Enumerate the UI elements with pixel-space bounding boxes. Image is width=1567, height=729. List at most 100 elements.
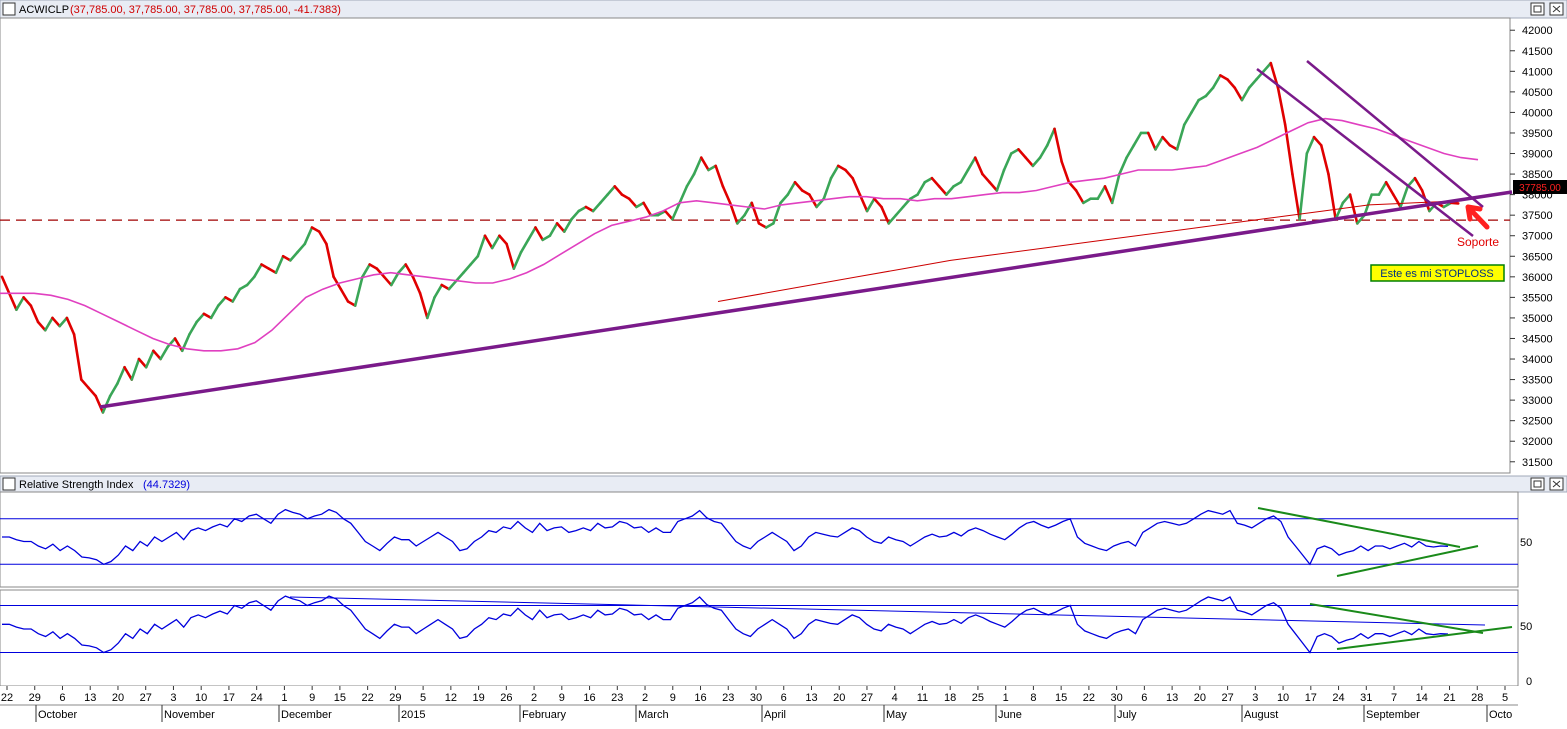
price-y-tick-label: 36500 xyxy=(1522,251,1553,263)
price-segment xyxy=(476,234,487,258)
month-label: December xyxy=(281,709,332,721)
month-label: February xyxy=(522,709,567,721)
month-label: June xyxy=(998,709,1022,721)
rsi2-line xyxy=(2,595,1449,654)
price-segment xyxy=(7,291,18,312)
price-segment xyxy=(1168,144,1179,151)
rsi-plot-area xyxy=(0,491,1519,588)
price-segment xyxy=(829,164,840,180)
price-y-tick-label: 34000 xyxy=(1522,354,1553,366)
date-tick-label: 20 xyxy=(1194,692,1206,704)
price-segment xyxy=(952,180,963,188)
price-segment xyxy=(635,201,645,209)
rsi-maximize-icon[interactable] xyxy=(1530,477,1545,491)
price-segment xyxy=(29,304,40,324)
price-segment xyxy=(418,291,429,320)
date-tick-label: 12 xyxy=(445,692,457,704)
price-segment xyxy=(209,304,220,320)
panel-menu-icon[interactable] xyxy=(2,2,16,16)
price-segment xyxy=(87,386,98,398)
maximize-icon[interactable] xyxy=(1530,2,1545,16)
price-segment xyxy=(1247,78,1258,90)
price-segment xyxy=(555,222,566,233)
month-label: Octo xyxy=(1489,709,1512,721)
price-segment xyxy=(498,234,508,246)
price-segment xyxy=(375,267,386,279)
price-segment xyxy=(865,197,876,213)
price-segment xyxy=(1024,156,1035,168)
price-segment xyxy=(1053,127,1064,164)
date-tick-label: 23 xyxy=(611,692,623,704)
price-y-axis: 31500 32000 32500 33000 33500 34000 34500 35000… xyxy=(1510,25,1553,469)
price-segment xyxy=(1355,213,1366,225)
price-segment xyxy=(627,197,638,209)
price-segment xyxy=(844,168,854,180)
price-segment xyxy=(274,254,285,275)
price-segment xyxy=(1017,148,1027,159)
price-segment xyxy=(1161,135,1172,147)
price-segment xyxy=(1219,74,1229,81)
price-segment xyxy=(699,156,710,172)
price-y-tick-label: 39000 xyxy=(1522,149,1553,161)
price-segment xyxy=(707,164,717,172)
month-label: 2015 xyxy=(401,709,425,721)
price-segment xyxy=(58,316,69,328)
long-moving-average-line xyxy=(717,200,1463,302)
price-segment xyxy=(447,279,458,291)
price-segment xyxy=(332,275,343,291)
month-label: November xyxy=(164,709,215,721)
price-segment xyxy=(411,275,422,295)
rsi-line xyxy=(2,508,1449,566)
rsi-panel-menu-icon[interactable] xyxy=(2,477,16,491)
price-y-tick-label: 41000 xyxy=(1522,66,1553,78)
price-segment xyxy=(216,296,227,307)
price-segment xyxy=(152,349,162,361)
price-segment xyxy=(36,320,47,332)
price-segment xyxy=(260,263,271,270)
price-segment xyxy=(692,156,703,176)
price-y-tick-label: 35500 xyxy=(1522,292,1553,304)
rsi-panel-title: Relative Strength Index xyxy=(19,479,134,491)
price-segment xyxy=(779,193,790,205)
price-segment xyxy=(195,312,206,324)
price-segment xyxy=(469,254,480,266)
price-segment xyxy=(750,201,761,225)
channel-upper-trendline xyxy=(1306,60,1484,208)
date-tick-label: 17 xyxy=(1305,692,1317,704)
date-tick-label: 13 xyxy=(805,692,817,704)
price-segment xyxy=(1413,176,1424,192)
price-segment xyxy=(1449,201,1460,205)
date-tick-label: 9 xyxy=(309,692,315,704)
price-segment xyxy=(671,201,681,221)
date-tick-label: 22 xyxy=(1083,692,1095,704)
price-segment xyxy=(642,201,653,217)
price-segment xyxy=(685,172,696,188)
date-tick-label: 10 xyxy=(1277,692,1289,704)
date-tick-label: 24 xyxy=(1332,692,1344,704)
month-label: October xyxy=(38,709,77,721)
date-tick-label: 30 xyxy=(1111,692,1123,704)
date-tick-label: 30 xyxy=(750,692,762,704)
date-tick-label: 6 xyxy=(781,692,787,704)
date-tick-label: 21 xyxy=(1443,692,1455,704)
price-segment xyxy=(721,185,732,205)
price-segment xyxy=(916,180,927,196)
price-y-tick-label: 38500 xyxy=(1522,169,1553,181)
price-segment xyxy=(238,283,249,291)
price-series xyxy=(0,61,1479,414)
price-segment xyxy=(988,180,999,192)
price-segment xyxy=(1132,131,1143,147)
price-segment xyxy=(303,226,314,246)
price-y-tick-label: 31500 xyxy=(1522,457,1553,469)
price-segment xyxy=(822,176,833,201)
price-segment xyxy=(613,185,624,196)
month-label: September xyxy=(1366,709,1420,721)
price-segment xyxy=(1118,156,1128,176)
price-segment xyxy=(851,176,862,196)
price-segment xyxy=(1233,86,1244,102)
date-tick-label: 10 xyxy=(195,692,207,704)
price-segment xyxy=(289,250,299,262)
date-tick-label: 9 xyxy=(559,692,565,704)
price-segment xyxy=(966,156,977,172)
